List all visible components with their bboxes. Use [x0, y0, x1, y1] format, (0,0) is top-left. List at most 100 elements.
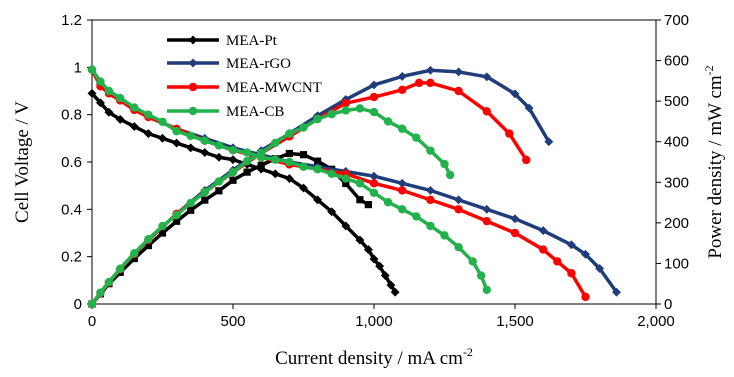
mea-cb-polarization-point: [158, 117, 167, 126]
mea-pt-power-point: [158, 229, 167, 237]
mea-pt-polarization-point: [369, 254, 379, 264]
mea-mwcnt-polarization-point: [426, 195, 435, 205]
mea-cb-polarization-point: [130, 103, 139, 112]
mea-mwcnt-power-point: [369, 92, 379, 102]
mea-pt-power-point: [130, 254, 138, 263]
legend-marker-mea-mwcnt: [188, 82, 198, 92]
mea-cb-polarization-point: [242, 148, 252, 157]
mea-pt-polarization-point: [380, 271, 390, 281]
y-left-tick-label: 0.6: [61, 154, 82, 171]
y-left-tick-label: 0: [74, 296, 82, 313]
mea-mwcnt-power-point: [414, 78, 424, 88]
mea-cb-power-point: [186, 198, 195, 208]
mea-cb-polarization-point: [412, 212, 421, 221]
mea-cb-power-point: [426, 146, 435, 155]
mea-pt-polarization-point: [390, 287, 400, 297]
mea-rgo-power-point: [482, 72, 492, 82]
mea-pt-polarization-point: [143, 129, 153, 139]
mea-cb-polarization-point: [341, 174, 350, 183]
mea-mwcnt-power-point: [426, 78, 435, 88]
y-right-tick-label: 200: [664, 215, 689, 232]
mea-rgo-polarization-point: [566, 240, 576, 250]
mea-rgo-polarization-point: [611, 287, 622, 297]
mea-mwcnt-polarization-point: [539, 245, 548, 254]
mea-pt-power-point: [187, 206, 195, 214]
mea-rgo-power-point: [510, 89, 520, 99]
mea-cb-polarization-point: [454, 243, 463, 252]
mea-pt-polarization-point: [115, 114, 125, 124]
y-right-tick-label: 700: [664, 12, 689, 29]
mea-rgo-polarization-point: [580, 249, 591, 259]
y-left-tick-label: 1: [74, 59, 82, 76]
mea-pt-polarization-point: [341, 221, 351, 231]
mea-cb-polarization-point: [468, 257, 477, 266]
mea-pt-polarization-point: [327, 207, 337, 217]
mea-cb-polarization-point: [355, 179, 365, 188]
mea-pt-power-point: [342, 179, 350, 188]
mea-cb-polarization-point: [398, 205, 407, 214]
x-tick-label: 500: [220, 313, 245, 330]
mea-mwcnt-polarization-point: [482, 216, 491, 226]
mea-cb-power-point: [383, 117, 393, 126]
x-tick-label: 1,500: [496, 313, 534, 330]
y-right-tick-label: 600: [664, 53, 689, 70]
mea-pt-polarization-point: [214, 152, 224, 162]
mea-cb-polarization-point: [144, 110, 153, 119]
mea-pt-polarization-point: [363, 245, 373, 255]
y-axis-right-title-text: Power density / mW cm: [705, 75, 726, 259]
mea-pt-polarization-point: [375, 261, 385, 271]
mea-mwcnt-power-point: [398, 85, 407, 94]
mea-cb-power-point: [158, 221, 167, 231]
mea-pt-polarization-line: [90, 92, 397, 294]
legend-label-mea-rgo: MEA-rGO: [226, 56, 291, 72]
mea-pt-polarization-point: [298, 183, 309, 193]
y-right-tick-label: 300: [664, 174, 689, 191]
y-axis-right: 0 100 200 300 400 500 600 700: [656, 12, 689, 313]
mea-cb-polarization-point: [271, 155, 280, 164]
mea-cb-polarization-point: [440, 231, 449, 240]
mea-cb-power-point: [440, 159, 449, 169]
mea-pt-power-point: [299, 151, 308, 159]
mea-cb-polarization-point: [369, 188, 379, 197]
mea-pt-polarization-point: [355, 235, 365, 245]
mea-mwcnt-power-point: [505, 129, 514, 138]
mea-cb-polarization-point: [313, 164, 322, 174]
x-tick-label: 2,000: [637, 313, 675, 330]
mea-cb-polarization-point: [186, 131, 195, 141]
mea-pt-power-point: [243, 168, 251, 176]
mea-cb-power-line: [90, 106, 452, 306]
mea-cb-power-point: [214, 177, 224, 186]
mea-pt-polarization-point: [386, 280, 396, 290]
mea-pt-power-line: [90, 151, 370, 306]
mea-mwcnt-polarization-point: [510, 228, 520, 238]
y-right-tick-label: 0: [664, 296, 672, 313]
mea-cb-polarization-point: [476, 271, 486, 280]
mea-cb-power-point: [242, 156, 252, 166]
mea-mwcnt-power-point: [454, 86, 463, 96]
mea-cb-polarization-point: [285, 157, 294, 167]
x-tick-label: 1,000: [355, 313, 393, 330]
mea-pt-polarization-point: [172, 138, 182, 148]
y-left-tick-label: 0.4: [61, 201, 82, 218]
x-axis-title-superscript: -2: [463, 345, 473, 359]
mea-cb-power-point: [96, 288, 105, 297]
mea-mwcnt-polarization-point: [398, 186, 407, 195]
mea-pt-power-point: [144, 241, 152, 250]
mea-cb-power-point: [369, 107, 379, 117]
mea-cb-power-point: [104, 277, 114, 287]
mea-rgo-power-point: [544, 137, 554, 147]
series-mea-pt: [87, 88, 400, 308]
mea-cb-power-point: [299, 123, 308, 132]
mea-rgo-power-point: [454, 67, 464, 77]
mea-cb-power-point: [445, 170, 455, 180]
mea-cb-power-point: [172, 210, 181, 220]
series-mea-cb: [87, 65, 491, 309]
mea-cb-polarization-point: [96, 77, 105, 86]
mea-pt-polarization-point: [284, 174, 294, 184]
mea-cb-power-point: [412, 133, 421, 142]
legend: MEA-Pt MEA-rGO MEA-MWCNT MEA-CB: [167, 33, 322, 120]
mea-cb-power-point: [228, 167, 238, 177]
mea-pt-power-point: [356, 196, 364, 204]
mea-cb-power-point: [87, 299, 97, 309]
